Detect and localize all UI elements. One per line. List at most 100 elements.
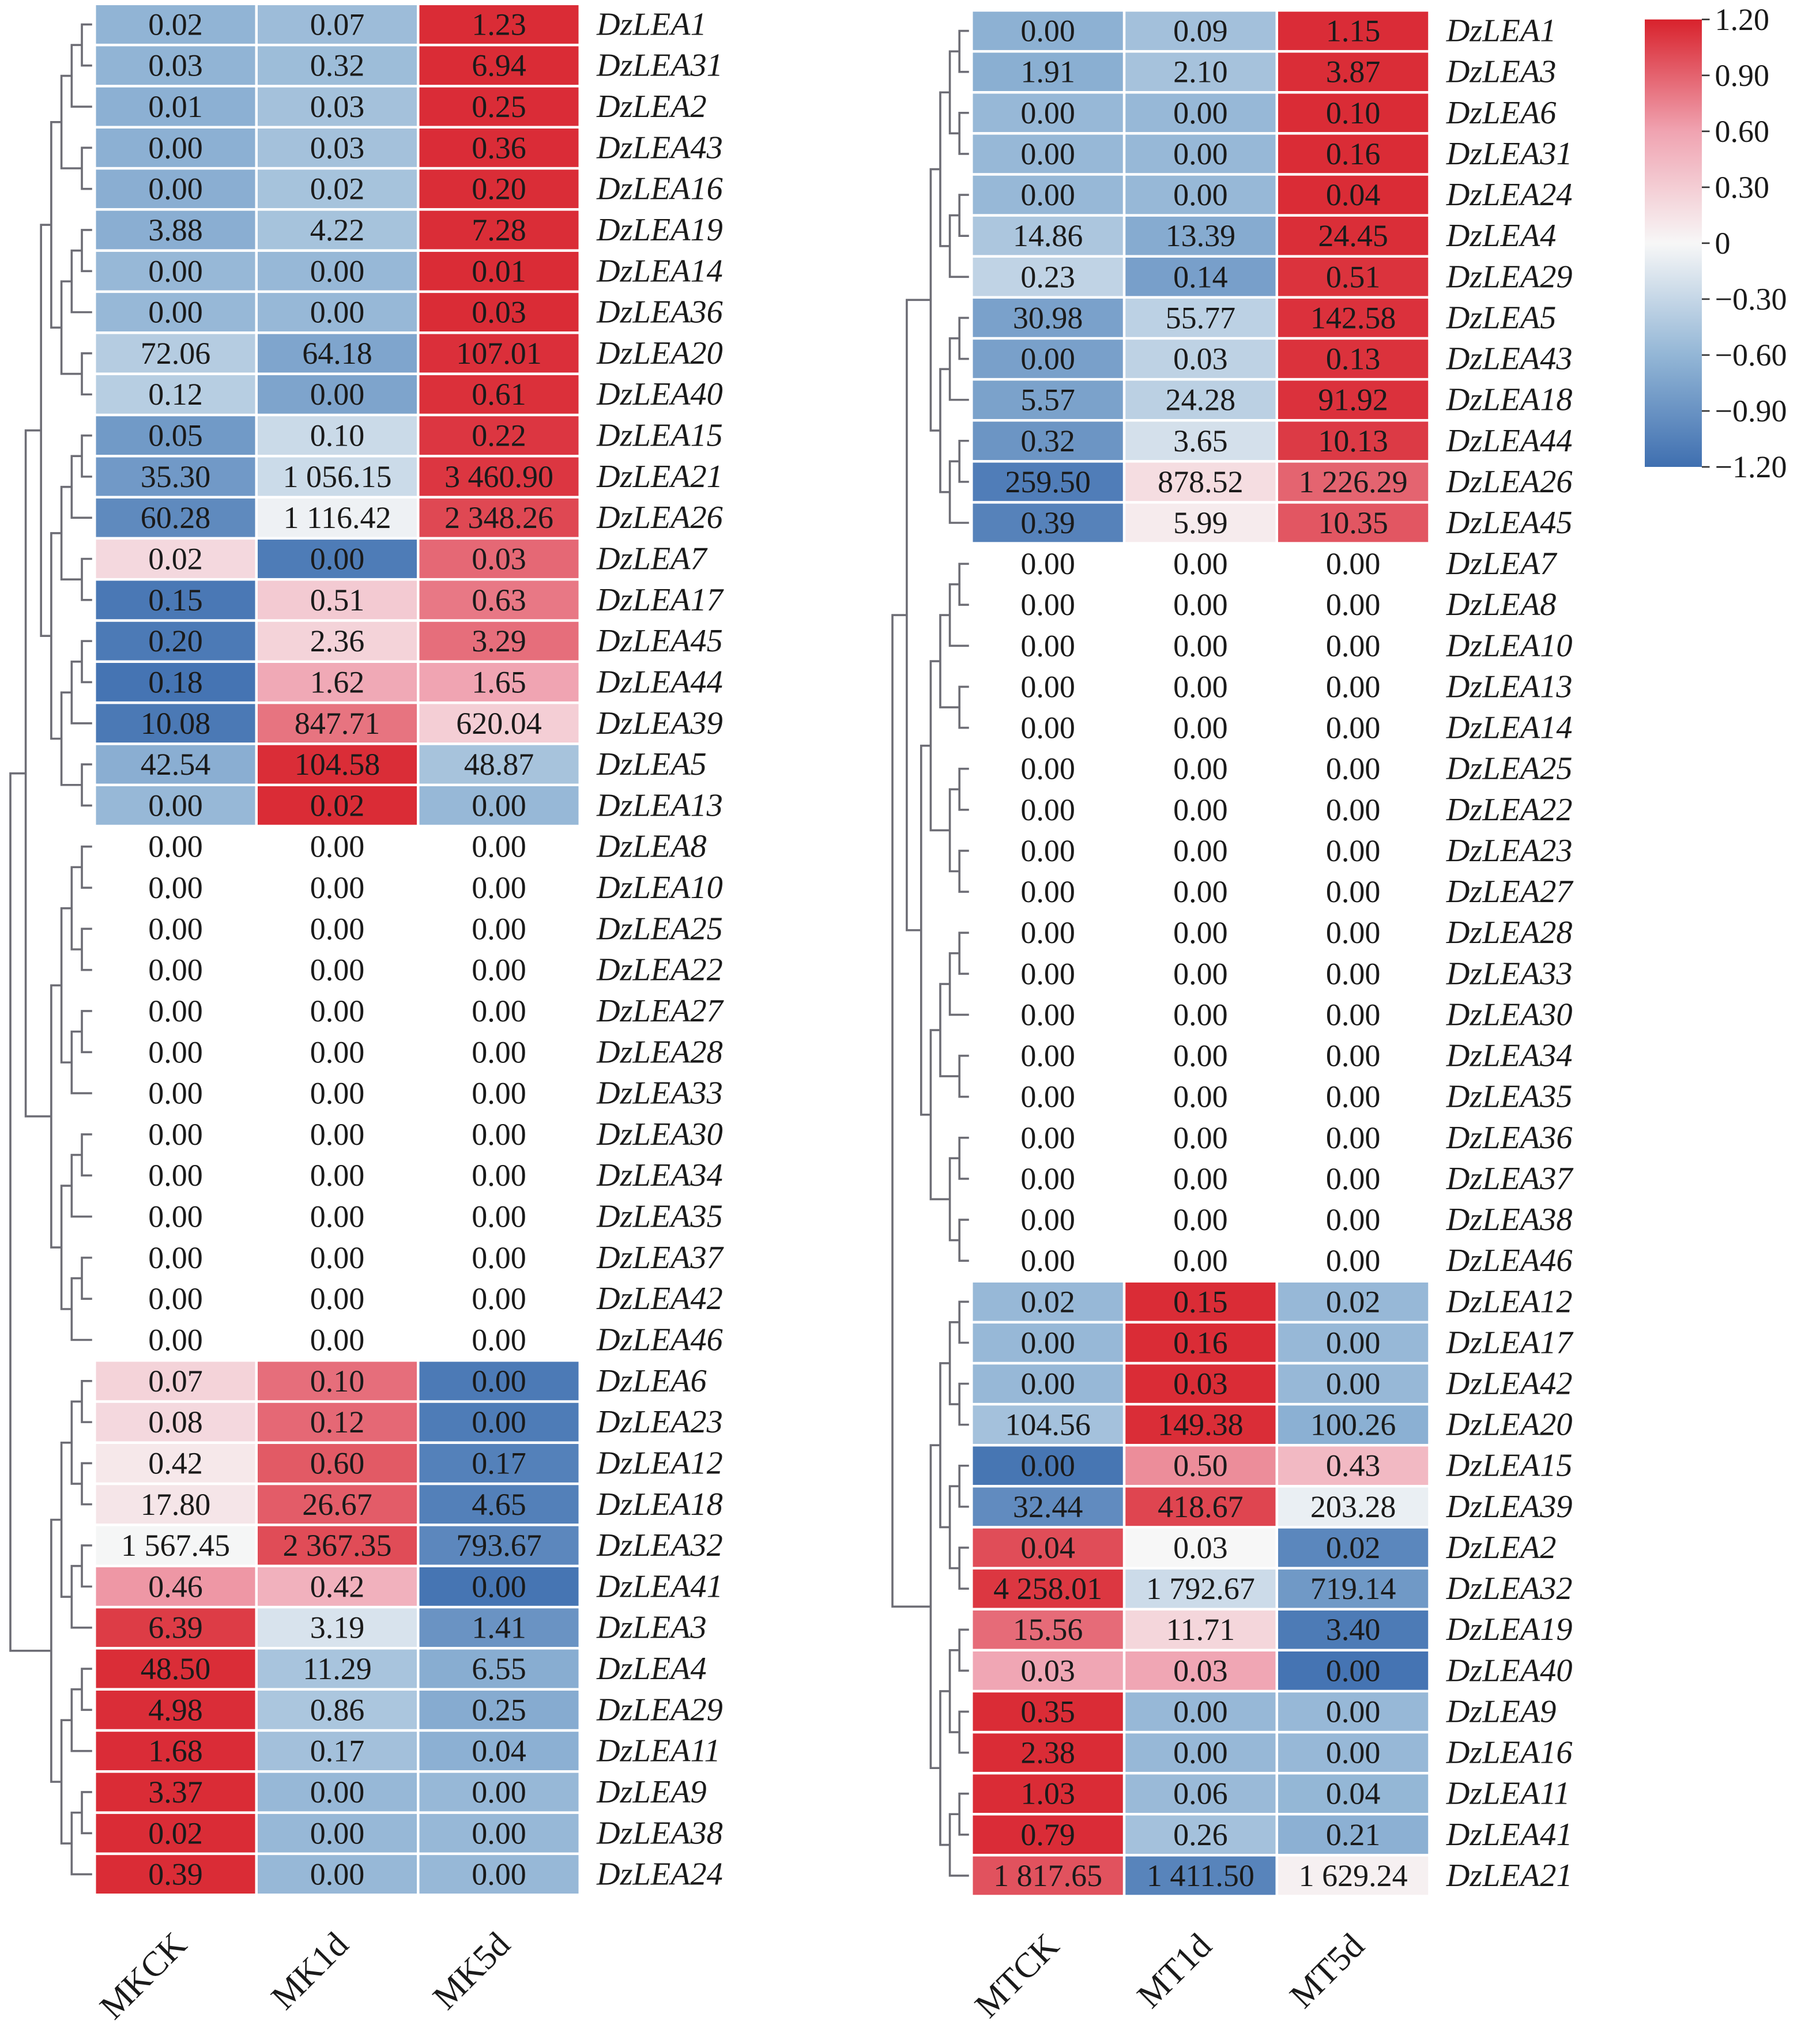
heatmap-cell xyxy=(258,169,417,209)
heatmap-cell xyxy=(1278,1774,1429,1813)
cell-value-label: 203.28 xyxy=(1310,1489,1396,1524)
cell-value-label: 620.04 xyxy=(456,706,542,741)
cell-value-label: 0.00 xyxy=(310,1857,365,1892)
heatmap-cell xyxy=(419,375,579,414)
cell-value-label: 3 460.90 xyxy=(444,459,553,494)
dendrogram-branch xyxy=(81,1791,92,1835)
heatmap-cell xyxy=(258,1567,417,1606)
gene-label: DzLEA25 xyxy=(596,911,723,946)
dendrogram-branch xyxy=(70,866,82,951)
cell-value-label: 0.00 xyxy=(148,870,203,905)
heatmap-cell xyxy=(258,457,417,496)
heatmap-cell xyxy=(258,786,417,825)
heatmap-cell xyxy=(419,251,579,291)
cell-value-label: 0.00 xyxy=(1020,1449,1075,1483)
cell-value-label: 0.03 xyxy=(148,48,203,83)
cell-value-label: 0.21 xyxy=(1326,1817,1381,1852)
heatmap-row: 0.00 0.03 0.36 DzLEA43 xyxy=(96,128,723,167)
column-label: MT5d xyxy=(1283,1926,1372,2016)
cell-value-label: 55.77 xyxy=(1166,300,1236,335)
heatmap-cell xyxy=(258,293,417,332)
cell-value-label: 107.01 xyxy=(456,336,542,371)
cell-value-label: 0.00 xyxy=(148,1240,203,1275)
heatmap-row: 4.98 0.86 0.25 DzLEA29 xyxy=(96,1690,723,1729)
heatmap-row: 0.12 0.00 0.61 DzLEA40 xyxy=(96,375,723,414)
dendrogram-branch xyxy=(81,146,92,190)
cell-value-label: 0.39 xyxy=(1020,506,1075,540)
cell-value-label: 4.65 xyxy=(472,1487,526,1522)
cell-value-label: 0.00 xyxy=(1020,915,1075,950)
heatmap-cell xyxy=(1125,134,1276,174)
heatmap-row: 0.00 0.00 0.00 DzLEA34 xyxy=(148,1157,723,1193)
heatmap-cell xyxy=(1278,175,1429,214)
heatmap-cell xyxy=(419,293,579,332)
column-label: MK5d xyxy=(425,1925,518,2017)
gene-label: DzLEA39 xyxy=(1446,1489,1573,1525)
cell-value-label: 0.00 xyxy=(1173,669,1228,704)
cell-value-label: 0.00 xyxy=(310,542,365,576)
cell-value-label: 0.00 xyxy=(1326,1325,1381,1360)
heatmap-cell xyxy=(973,1405,1123,1444)
cell-value-label: 0.00 xyxy=(310,254,365,288)
cell-value-label: 0.03 xyxy=(1020,1653,1075,1688)
heatmap-cell xyxy=(96,1608,255,1647)
heatmap-row: 0.04 0.03 0.02 DzLEA2 xyxy=(973,1528,1556,1567)
gene-label: DzLEA39 xyxy=(596,706,723,741)
cell-value-label: 1.65 xyxy=(472,665,526,699)
cell-value-label: 0.00 xyxy=(1326,1736,1381,1770)
gene-label: DzLEA8 xyxy=(596,829,707,865)
heatmap-cell xyxy=(258,1608,417,1647)
gene-label: DzLEA45 xyxy=(596,623,723,659)
dendrogram-branch xyxy=(958,767,969,811)
gene-label: DzLEA34 xyxy=(596,1157,723,1193)
heatmap-row: 0.00 0.00 0.03 DzLEA36 xyxy=(96,293,723,332)
heatmap-cell xyxy=(1125,1405,1276,1444)
cell-value-label: 0.05 xyxy=(148,418,203,453)
cell-value-label: 1.15 xyxy=(1326,14,1381,48)
cell-value-label: 0.00 xyxy=(148,254,203,288)
heatmap-cell xyxy=(973,93,1123,133)
heatmap-row: 0.00 0.00 0.04 DzLEA24 xyxy=(973,175,1573,214)
cell-value-label: 0.17 xyxy=(472,1446,526,1480)
heatmap-cell xyxy=(419,621,579,661)
dendrogram-branch xyxy=(939,368,950,493)
cell-value-label: 104.56 xyxy=(1005,1408,1091,1442)
heatmap-right: 0.00 0.09 1.15 DzLEA11.91 2.10 3.87 DzLEA30.00… xyxy=(891,12,1574,2026)
cell-value-label: 0.00 xyxy=(1020,793,1075,827)
gene-label: DzLEA43 xyxy=(596,130,723,165)
cell-value-label: 0.00 xyxy=(1020,997,1075,1032)
gene-label: DzLEA35 xyxy=(596,1199,723,1235)
cell-value-label: 3.37 xyxy=(148,1775,203,1809)
dendrogram-branch xyxy=(958,194,969,237)
heatmap-cell xyxy=(1278,1692,1429,1731)
heatmap-cell xyxy=(96,128,255,167)
heatmap-cell xyxy=(258,375,417,414)
heatmap-cell xyxy=(973,299,1123,337)
heatmap-cell xyxy=(96,786,255,825)
gene-label: DzLEA33 xyxy=(596,1076,723,1111)
cell-value-label: 149.38 xyxy=(1158,1408,1244,1442)
cell-value-label: 0.00 xyxy=(1326,1202,1381,1237)
heatmap-row: 72.06 64.18 107.01 DzLEA20 xyxy=(96,334,723,373)
cell-value-label: 0.00 xyxy=(310,870,365,905)
heatmap-row: 0.08 0.12 0.00 DzLEA23 xyxy=(96,1402,723,1442)
cell-value-label: 5.57 xyxy=(1020,383,1075,417)
heatmap-row: 0.39 5.99 10.35 DzLEA45 xyxy=(973,503,1573,542)
cell-value-label: 0.00 xyxy=(1020,628,1075,663)
gene-label: DzLEA4 xyxy=(596,1651,707,1687)
gene-label: DzLEA12 xyxy=(596,1445,723,1481)
cell-value-label: 24.28 xyxy=(1166,383,1236,417)
cell-value-label: 0.60 xyxy=(310,1446,365,1480)
gene-label: DzLEA41 xyxy=(596,1568,723,1604)
cell-value-label: 0.00 xyxy=(1326,874,1381,909)
heatmap-row: 0.00 0.00 0.00 DzLEA33 xyxy=(1020,956,1572,991)
gene-label: DzLEA14 xyxy=(1446,710,1573,746)
heatmap-cell xyxy=(419,540,579,578)
heatmap-row: 0.00 0.00 0.00 DzLEA25 xyxy=(148,911,723,946)
cell-value-label: 4 258.01 xyxy=(993,1571,1102,1606)
gene-label: DzLEA3 xyxy=(596,1610,707,1646)
cell-value-label: 10.13 xyxy=(1318,424,1388,458)
heatmap-cell xyxy=(96,1362,255,1401)
heatmap-cell xyxy=(973,1856,1123,1895)
heatmap-cell xyxy=(96,1690,255,1729)
